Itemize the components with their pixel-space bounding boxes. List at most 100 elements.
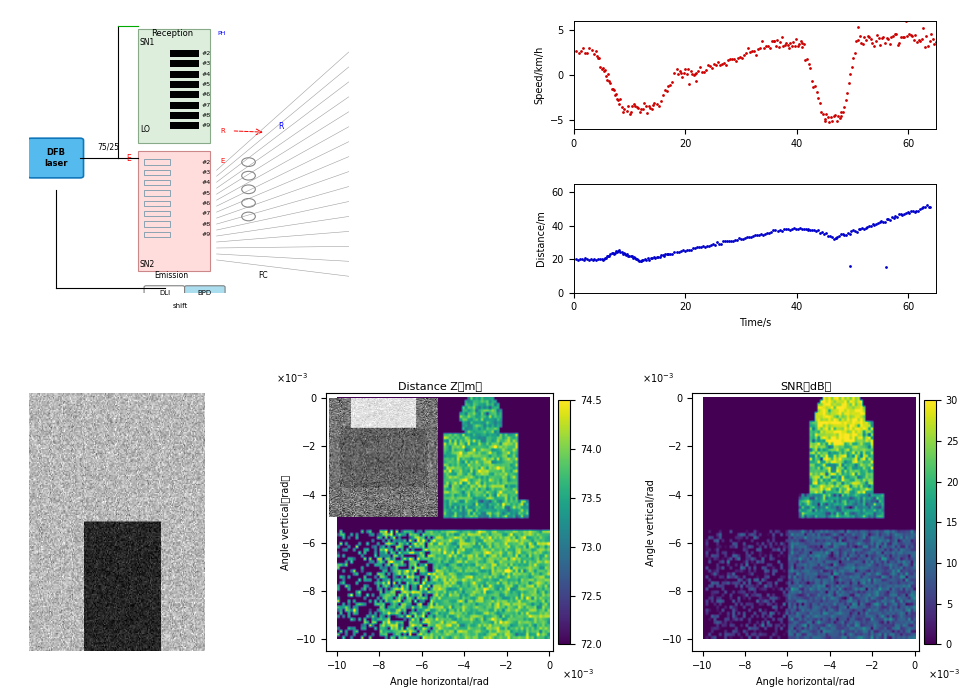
Point bbox=[885, 30, 900, 42]
Point bbox=[697, 66, 712, 77]
Point bbox=[627, 100, 643, 112]
Point bbox=[648, 252, 663, 263]
Point bbox=[577, 48, 593, 59]
Point bbox=[839, 94, 854, 105]
Point bbox=[665, 76, 680, 87]
Point bbox=[593, 253, 609, 264]
Title: SNR（dB）: SNR（dB） bbox=[780, 381, 831, 391]
Point bbox=[730, 234, 745, 245]
Point bbox=[780, 223, 795, 234]
Point bbox=[626, 252, 642, 263]
Point bbox=[925, 33, 941, 44]
Point bbox=[652, 251, 668, 262]
Point bbox=[651, 100, 667, 111]
Point bbox=[693, 242, 708, 253]
Point bbox=[907, 207, 923, 218]
Point bbox=[812, 228, 827, 239]
Point bbox=[778, 224, 793, 235]
X-axis label: Time/s: Time/s bbox=[739, 318, 771, 328]
Point bbox=[626, 98, 642, 109]
Point bbox=[821, 116, 837, 128]
Point bbox=[873, 216, 889, 227]
Point bbox=[909, 37, 924, 48]
Point bbox=[816, 114, 832, 125]
Point bbox=[871, 33, 887, 44]
Point bbox=[785, 41, 800, 52]
Point bbox=[909, 206, 924, 217]
Point bbox=[782, 224, 797, 235]
Point bbox=[584, 45, 599, 56]
Point bbox=[905, 205, 921, 216]
Point bbox=[758, 229, 773, 240]
Point bbox=[845, 225, 861, 236]
Point bbox=[857, 31, 872, 42]
Point bbox=[710, 56, 726, 67]
Text: #7: #7 bbox=[202, 103, 211, 107]
Point bbox=[669, 64, 684, 75]
Point bbox=[724, 235, 739, 246]
Point bbox=[828, 232, 843, 243]
Point bbox=[811, 92, 826, 103]
Point bbox=[619, 249, 634, 260]
Point bbox=[823, 112, 839, 123]
Point bbox=[858, 35, 873, 46]
Text: #9: #9 bbox=[202, 232, 211, 237]
Point bbox=[768, 40, 784, 51]
Point bbox=[661, 248, 676, 259]
Point bbox=[593, 61, 608, 72]
Point bbox=[844, 62, 860, 73]
Point bbox=[827, 110, 842, 121]
Point bbox=[605, 247, 620, 258]
Text: #6: #6 bbox=[202, 92, 210, 97]
Point bbox=[752, 229, 767, 240]
Point bbox=[924, 28, 939, 40]
Point bbox=[914, 202, 929, 213]
Point bbox=[891, 209, 906, 220]
Point bbox=[583, 254, 598, 265]
Point bbox=[681, 78, 697, 89]
Point bbox=[624, 100, 640, 112]
Point bbox=[776, 224, 791, 235]
Point bbox=[672, 65, 687, 76]
Point bbox=[916, 201, 931, 212]
Point bbox=[794, 42, 810, 53]
Text: $\times10^{-3}$: $\times10^{-3}$ bbox=[276, 371, 308, 385]
Point bbox=[589, 46, 604, 57]
Point bbox=[894, 31, 909, 42]
Point bbox=[874, 33, 890, 44]
Point bbox=[661, 80, 676, 91]
Point bbox=[849, 226, 865, 237]
Point bbox=[837, 101, 852, 112]
Point bbox=[903, 29, 919, 40]
Point bbox=[719, 60, 734, 71]
Point bbox=[783, 37, 798, 49]
Y-axis label: Speed/km/h: Speed/km/h bbox=[534, 46, 544, 105]
Y-axis label: Angle vertical（rad）: Angle vertical（rad） bbox=[281, 475, 290, 570]
Point bbox=[687, 243, 703, 254]
Text: DFB
laser: DFB laser bbox=[43, 148, 68, 168]
Point bbox=[762, 42, 778, 53]
Point bbox=[646, 99, 661, 110]
Point bbox=[599, 250, 615, 261]
Point bbox=[637, 98, 652, 109]
Point bbox=[766, 36, 782, 47]
Text: #4: #4 bbox=[202, 180, 211, 185]
Point bbox=[705, 238, 721, 249]
Point bbox=[625, 252, 641, 263]
Point bbox=[863, 220, 878, 231]
Point bbox=[671, 247, 686, 258]
Point bbox=[620, 250, 636, 261]
Point bbox=[774, 32, 789, 43]
Point bbox=[699, 240, 714, 251]
Point bbox=[829, 115, 844, 126]
Point bbox=[578, 252, 593, 263]
Text: #3: #3 bbox=[202, 170, 211, 175]
Point bbox=[770, 225, 786, 236]
Point bbox=[889, 28, 904, 40]
Point bbox=[773, 36, 788, 47]
Text: R: R bbox=[278, 122, 283, 131]
Text: #2: #2 bbox=[202, 51, 211, 56]
Point bbox=[676, 245, 692, 256]
Point bbox=[809, 87, 824, 98]
Point bbox=[568, 253, 584, 264]
